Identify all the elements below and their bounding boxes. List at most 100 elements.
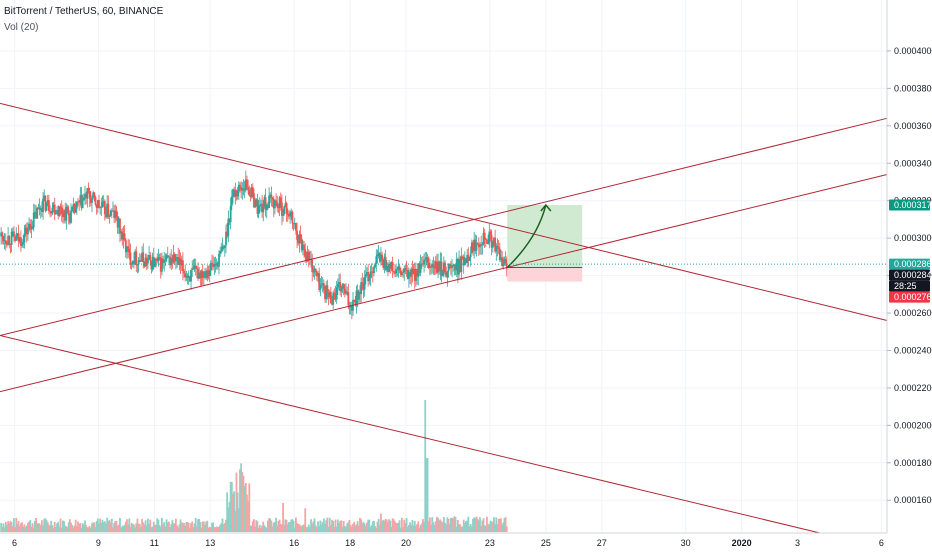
price-label: 0.0003177 bbox=[894, 200, 932, 210]
volume-bar bbox=[480, 525, 483, 532]
volume-bar bbox=[439, 519, 442, 532]
candle-body bbox=[1, 232, 4, 237]
volume-bar bbox=[24, 527, 27, 532]
volume-bar bbox=[306, 527, 309, 532]
volume-bar bbox=[150, 527, 153, 532]
volume-bar bbox=[131, 523, 134, 532]
volume-bar bbox=[346, 523, 349, 532]
volume-bar bbox=[248, 483, 251, 532]
candle-body bbox=[306, 251, 309, 260]
trendline[interactable] bbox=[0, 173, 888, 393]
candle-body bbox=[93, 192, 96, 198]
candle-body bbox=[209, 262, 212, 271]
trendline[interactable] bbox=[0, 335, 821, 534]
volume-bar bbox=[63, 521, 65, 532]
candle-body bbox=[43, 195, 46, 199]
volume-bar bbox=[442, 516, 445, 532]
candle-body bbox=[142, 252, 145, 263]
candle-body bbox=[123, 233, 126, 240]
volume-bar bbox=[312, 521, 315, 532]
candle-body bbox=[211, 262, 213, 265]
volume-bar bbox=[356, 521, 359, 532]
candle-body bbox=[258, 205, 261, 207]
candle-body bbox=[241, 188, 244, 191]
candle-body bbox=[427, 262, 430, 269]
volume-bar bbox=[201, 521, 204, 532]
candle-body bbox=[282, 213, 284, 216]
volume-bar bbox=[451, 517, 453, 532]
volume-bar bbox=[1, 526, 4, 532]
volume-bar bbox=[430, 524, 432, 532]
candle-body bbox=[303, 244, 305, 250]
volume-bar bbox=[251, 521, 254, 532]
volume-bar bbox=[449, 518, 452, 532]
volume-bar bbox=[173, 523, 176, 532]
candle-body bbox=[490, 235, 493, 248]
volume-bar bbox=[92, 522, 95, 532]
volume-bar bbox=[456, 520, 459, 532]
volume-bar bbox=[383, 520, 386, 532]
trendline[interactable] bbox=[0, 102, 888, 321]
volume-bar bbox=[284, 519, 287, 532]
candle-body bbox=[186, 275, 189, 278]
volume-bar bbox=[105, 523, 107, 532]
volume-bar bbox=[493, 517, 495, 532]
candle-body bbox=[187, 276, 190, 278]
x-tick-label: 18 bbox=[345, 538, 355, 548]
projection-arrow[interactable] bbox=[506, 204, 547, 269]
candle-body bbox=[367, 271, 370, 282]
volume-bar bbox=[86, 527, 89, 532]
volume-bar bbox=[286, 524, 289, 532]
candle-body bbox=[145, 257, 148, 264]
candle-body bbox=[149, 255, 152, 261]
volume-bar bbox=[2, 523, 5, 532]
candle-body bbox=[75, 201, 78, 209]
volume-bar bbox=[43, 518, 46, 532]
volume-bar bbox=[298, 524, 301, 532]
volume-bar bbox=[300, 526, 303, 532]
volume-bar bbox=[408, 524, 410, 532]
volume-bar bbox=[382, 519, 385, 532]
volume-bar bbox=[339, 520, 342, 532]
volume-bar bbox=[468, 526, 471, 532]
candle-body bbox=[0, 232, 3, 237]
candle-body bbox=[498, 248, 501, 261]
volume-bar bbox=[291, 519, 294, 532]
candle-body bbox=[16, 233, 19, 237]
volume-bar bbox=[314, 525, 317, 532]
volume-bar bbox=[404, 523, 407, 532]
candle-body bbox=[138, 260, 141, 262]
volume-bar bbox=[225, 519, 227, 532]
volume-bar bbox=[505, 526, 508, 532]
candle-body bbox=[236, 191, 239, 197]
volume-bar bbox=[475, 516, 478, 532]
candle-body bbox=[121, 231, 124, 240]
candle-body bbox=[183, 271, 185, 274]
candle-body bbox=[382, 259, 385, 268]
candle-body bbox=[307, 251, 310, 260]
candle-body bbox=[220, 250, 223, 252]
volume-bar bbox=[179, 519, 182, 532]
candle-body bbox=[91, 197, 93, 203]
volume-bar bbox=[45, 520, 48, 532]
candle-body bbox=[58, 206, 61, 216]
candle-body bbox=[144, 257, 147, 267]
candle-body bbox=[129, 252, 132, 265]
candle-body bbox=[320, 284, 323, 286]
candle-body bbox=[361, 282, 364, 284]
candle-body bbox=[110, 210, 113, 212]
candle-body bbox=[136, 264, 139, 266]
candle-body bbox=[428, 266, 431, 269]
candle-body bbox=[115, 210, 118, 217]
candle-body bbox=[108, 215, 111, 217]
time-axis[interactable] bbox=[0, 533, 932, 550]
candle-body bbox=[346, 291, 349, 293]
volume-bar bbox=[128, 518, 131, 532]
candle-body bbox=[505, 263, 508, 270]
position-stop-zone[interactable] bbox=[507, 267, 583, 282]
candle-body bbox=[34, 211, 36, 213]
trendline[interactable] bbox=[0, 117, 888, 336]
